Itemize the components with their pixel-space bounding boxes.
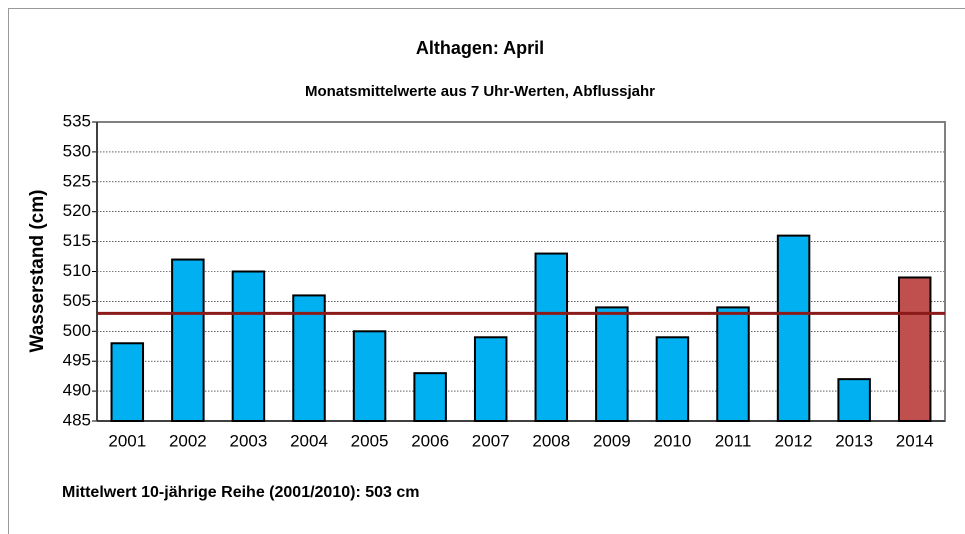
y-tick-label: 535 [63,111,91,130]
x-tick-label: 2004 [290,431,328,450]
bar [655,336,690,422]
bar [231,270,266,422]
bar [413,372,447,423]
y-tick-label: 485 [63,410,91,429]
x-tick-label: 2011 [715,431,752,450]
chart-title: Althagen: April [416,38,544,58]
bar [292,294,326,423]
chart-subtitle: Monatsmittelwerte aus 7 Uhr-Werten, Abfl… [305,83,655,100]
x-tick-label: 2010 [654,431,692,450]
bar [716,306,750,423]
x-tick-label: 2012 [775,431,813,450]
y-tick-label: 510 [63,261,91,280]
x-tick-label: 2002 [169,431,207,450]
x-tick-label: 2008 [532,431,570,450]
y-tick-label: 515 [63,231,91,250]
x-tick-label: 2009 [593,431,631,450]
x-tick-label: 2003 [230,431,268,450]
y-tick-label: 495 [63,351,91,370]
x-tick-label: 2013 [835,431,873,450]
bar [534,252,569,422]
y-tick-label: 520 [63,201,91,220]
bar [595,306,629,423]
y-tick-label: 490 [63,381,91,400]
bar [776,234,811,422]
x-tick-label: 2005 [351,431,389,450]
bar [837,378,871,423]
bar [110,342,145,423]
x-tick-label: 2014 [896,431,934,450]
x-tick-label: 2007 [472,431,510,450]
y-axis-label: Wasserstand (cm) [27,190,48,353]
bar [473,336,508,422]
y-tick-label: 505 [63,291,91,310]
y-tick-label: 500 [63,321,91,340]
bar [897,276,932,423]
y-tick-label: 525 [63,171,91,190]
y-tick-label: 530 [63,141,91,160]
bar [171,258,205,423]
x-tick-label: 2001 [108,431,146,450]
bar [352,330,387,422]
x-tick-label: 2006 [411,431,449,450]
reference-label: Mittelwert 10-jährige Reihe (2001/2010):… [62,484,420,501]
